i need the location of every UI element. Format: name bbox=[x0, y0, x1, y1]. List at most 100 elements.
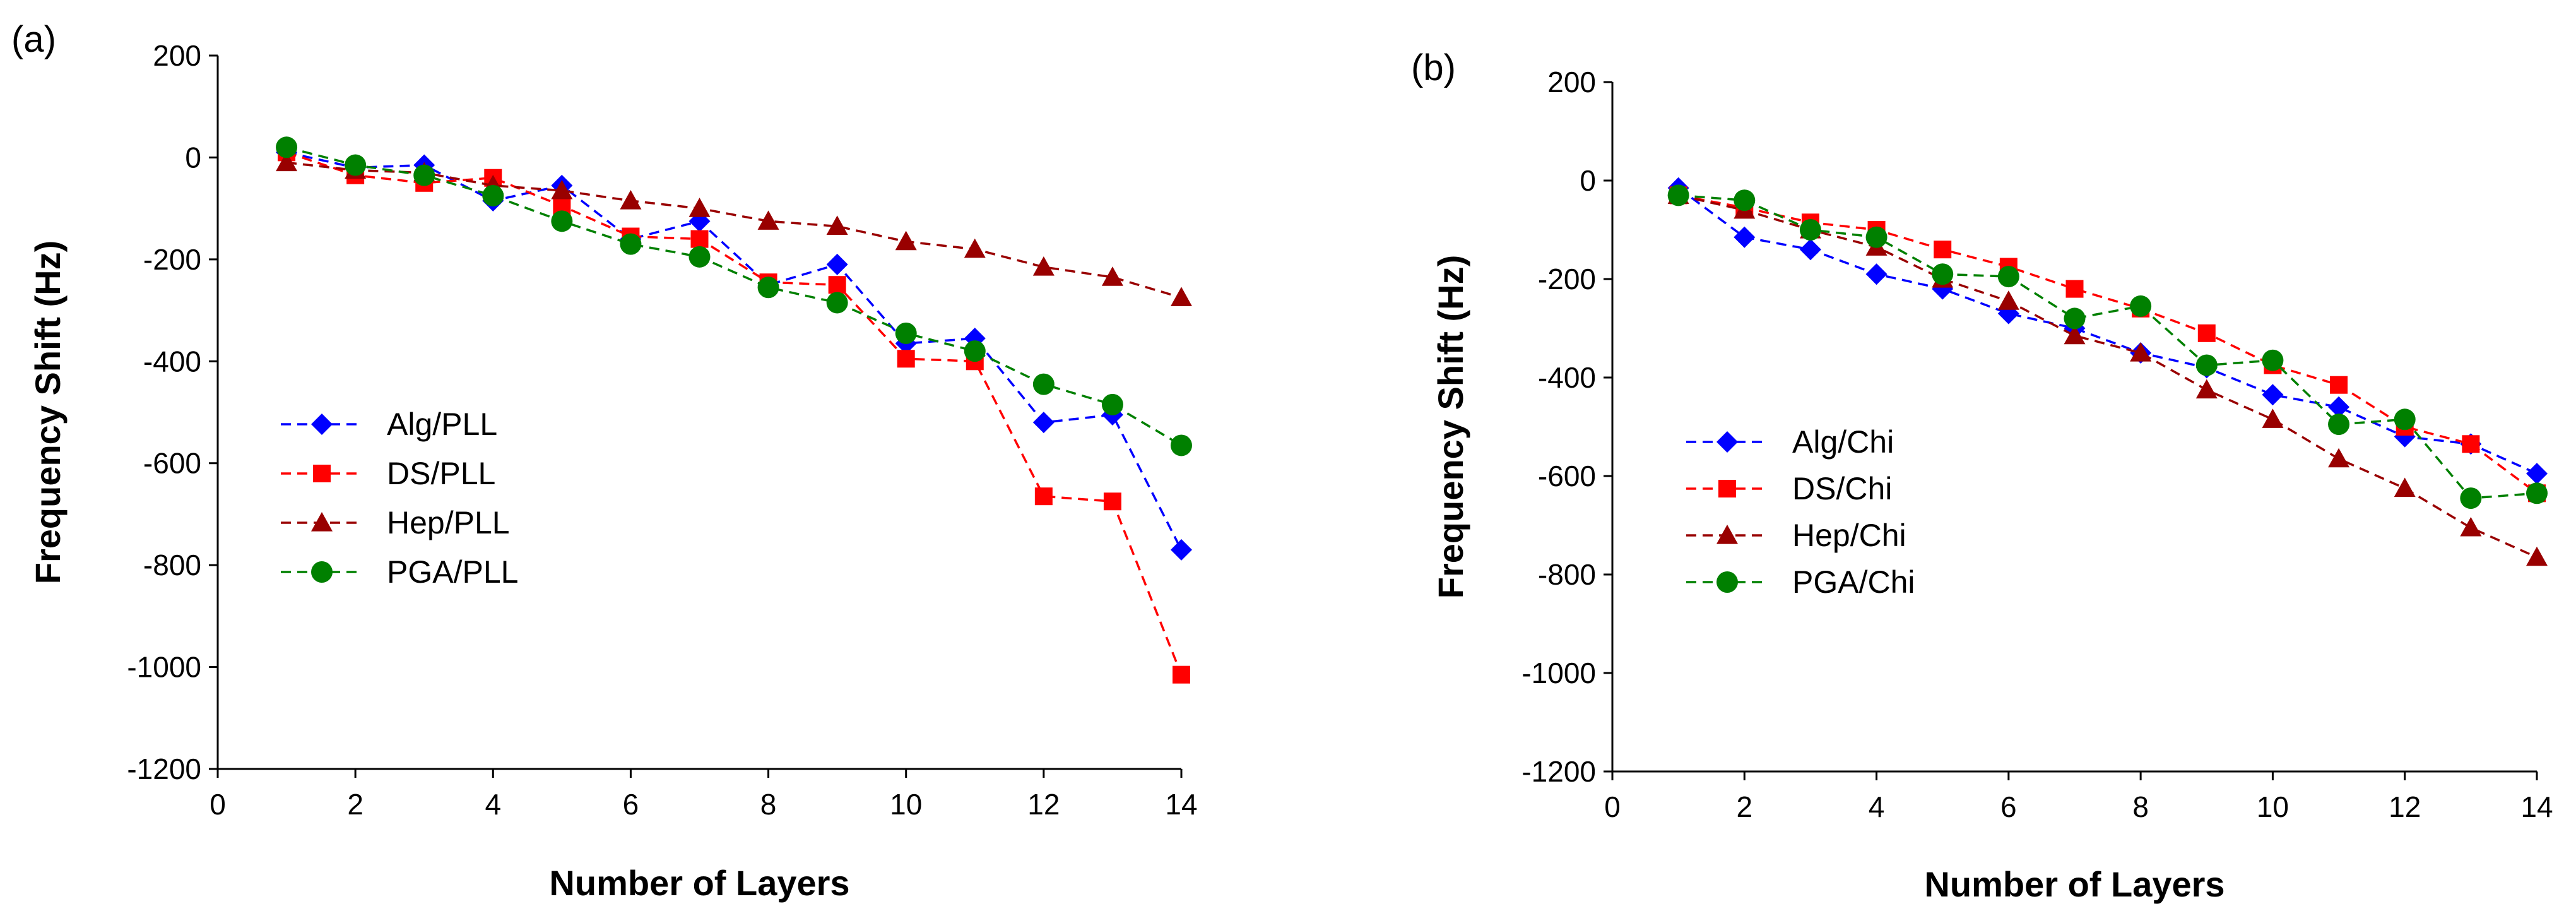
y-tick-label: 0 bbox=[185, 141, 201, 174]
panel-label: (b) bbox=[1411, 47, 1456, 88]
x-tick-label: 14 bbox=[1165, 788, 1197, 821]
series-pga-chi bbox=[1667, 184, 2548, 509]
data-point bbox=[964, 238, 986, 258]
data-point bbox=[757, 210, 779, 230]
data-point bbox=[690, 230, 709, 248]
data-point bbox=[551, 210, 573, 232]
data-point bbox=[2526, 482, 2548, 504]
legend-entry: Alg/Chi bbox=[1686, 424, 1894, 460]
data-point bbox=[2065, 280, 2084, 298]
data-point bbox=[2064, 307, 2086, 330]
x-tick-label: 10 bbox=[2257, 790, 2289, 823]
legend-marker bbox=[1716, 525, 1738, 544]
data-point bbox=[2064, 325, 2086, 345]
x-tick-label: 4 bbox=[485, 788, 501, 821]
data-point bbox=[276, 136, 298, 158]
legend-label: DS/PLL bbox=[387, 456, 495, 491]
data-point bbox=[1173, 665, 1190, 684]
panel-a: (a) 200 0 -200 -400 -600 -800 -1000 -1200 0 2 4 6 8 10… bbox=[11, 19, 1198, 903]
legend-marker bbox=[1716, 431, 1738, 453]
data-point bbox=[1032, 256, 1055, 276]
data-point bbox=[895, 322, 917, 344]
data-point bbox=[620, 233, 642, 255]
legend-entry: PGA/Chi bbox=[1686, 564, 1915, 600]
data-point bbox=[1171, 539, 1192, 561]
legend-label: PGA/PLL bbox=[387, 554, 518, 590]
x-tick-label: 2 bbox=[347, 788, 363, 821]
legend-label: Alg/PLL bbox=[387, 407, 497, 442]
data-point bbox=[1734, 226, 1756, 248]
data-point bbox=[2526, 546, 2548, 566]
data-point bbox=[688, 198, 711, 217]
legend-entry: DS/Chi bbox=[1686, 471, 1892, 506]
data-point bbox=[1865, 263, 1888, 285]
data-point bbox=[964, 340, 986, 362]
legend-label: Hep/PLL bbox=[387, 505, 510, 540]
series-pga-pll bbox=[276, 136, 1192, 456]
legend-label: DS/Chi bbox=[1792, 471, 1892, 506]
x-tick-label: 14 bbox=[2520, 790, 2553, 823]
data-point bbox=[2328, 396, 2350, 418]
series-line bbox=[1677, 187, 2538, 475]
data-point bbox=[1934, 241, 1952, 259]
data-point bbox=[1101, 266, 1123, 286]
legend-entry: Hep/Chi bbox=[1686, 518, 1906, 553]
data-point bbox=[2462, 435, 2480, 453]
legend-marker bbox=[311, 414, 333, 435]
data-point bbox=[2195, 379, 2218, 399]
data-point bbox=[2460, 516, 2482, 537]
x-tick-label: 2 bbox=[1736, 790, 1752, 823]
x-axis-title: Number of Layers bbox=[549, 863, 849, 903]
y-tick-label: -800 bbox=[143, 549, 201, 581]
y-tick-label: -400 bbox=[1538, 361, 1596, 394]
y-tick-label: -1000 bbox=[1521, 657, 1596, 689]
data-point bbox=[482, 184, 504, 206]
x-tick-label: 8 bbox=[2132, 790, 2149, 823]
data-point bbox=[2130, 342, 2152, 362]
data-point bbox=[2262, 349, 2284, 371]
data-point bbox=[2262, 408, 2284, 428]
legend-label: Hep/Chi bbox=[1792, 518, 1906, 553]
data-point bbox=[2195, 354, 2218, 376]
data-point bbox=[1171, 434, 1192, 456]
legend-marker bbox=[311, 561, 333, 583]
legend-marker bbox=[313, 465, 331, 482]
data-point bbox=[688, 246, 711, 268]
legend-entry: Hep/PLL bbox=[281, 505, 510, 540]
data-point bbox=[1932, 263, 1954, 285]
data-point bbox=[620, 190, 642, 210]
data-point bbox=[1799, 219, 1821, 241]
series-line bbox=[286, 151, 1183, 551]
x-tick-label: 8 bbox=[760, 788, 777, 821]
series-hep-chi bbox=[1667, 184, 2548, 566]
data-point bbox=[2262, 384, 2284, 406]
x-tick-label: 4 bbox=[1869, 790, 1885, 823]
data-point bbox=[1667, 184, 1689, 206]
legend-marker bbox=[311, 512, 333, 532]
y-tick-label: -1200 bbox=[127, 753, 201, 785]
x-tick-label: 12 bbox=[2389, 790, 2421, 823]
data-point bbox=[2328, 414, 2350, 436]
data-point bbox=[2330, 376, 2348, 394]
legend-entry: PGA/PLL bbox=[281, 554, 518, 590]
data-point bbox=[2394, 408, 2416, 431]
y-tick-label: 200 bbox=[1547, 66, 1596, 98]
series-line bbox=[1678, 194, 2538, 499]
data-point bbox=[276, 152, 298, 172]
data-point bbox=[2130, 295, 2152, 317]
data-point bbox=[1865, 226, 1888, 248]
y-tick-label: -800 bbox=[1538, 558, 1596, 591]
legend-label: PGA/Chi bbox=[1792, 564, 1915, 600]
x-tick-label: 0 bbox=[210, 788, 226, 821]
y-tick-label: -1200 bbox=[1521, 755, 1596, 788]
y-tick-label: -200 bbox=[143, 243, 201, 276]
legend-marker bbox=[1716, 571, 1738, 593]
data-point bbox=[345, 154, 367, 176]
data-point bbox=[2394, 477, 2416, 497]
legend-entry: DS/PLL bbox=[281, 456, 495, 491]
legend-marker bbox=[1718, 480, 1736, 497]
data-point bbox=[2328, 448, 2350, 468]
y-tick-label: -600 bbox=[1538, 460, 1596, 492]
data-point bbox=[2526, 463, 2548, 485]
y-axis-title: Frequency Shift (Hz) bbox=[1431, 255, 1470, 598]
